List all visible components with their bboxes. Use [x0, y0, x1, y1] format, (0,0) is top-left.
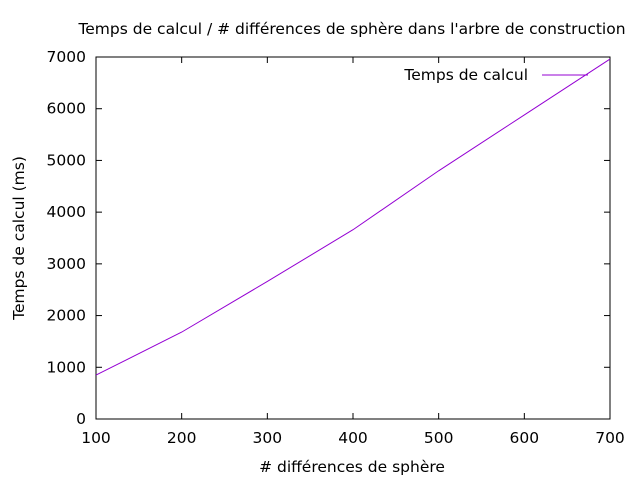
series-line	[95, 58, 611, 376]
x-tick-label: 200	[167, 429, 197, 447]
y-axis-label: Temps de calcul (ms)	[10, 156, 28, 321]
x-tick-label: 500	[424, 429, 454, 447]
chart-title: Temps de calcul / # différences de sphèr…	[77, 20, 625, 38]
x-tick-label: 400	[338, 429, 368, 447]
y-axis-ticks: 0 1000 2000 3000 4000 5000 6000 7000	[47, 48, 610, 428]
y-tick-label: 5000	[47, 151, 86, 169]
legend: Temps de calcul	[403, 66, 588, 84]
x-tick-label: 100	[81, 429, 111, 447]
x-axis-ticks: 100 200 300 400 500 600 700	[81, 57, 625, 447]
x-axis-label: # différences de sphère	[259, 458, 445, 476]
series-layer	[95, 58, 611, 376]
y-tick-label: 1000	[47, 358, 86, 376]
y-tick-label: 4000	[47, 203, 86, 221]
y-tick-label: 6000	[47, 100, 86, 118]
y-tick-label: 2000	[47, 307, 86, 325]
x-tick-label: 700	[595, 429, 625, 447]
y-tick-label: 3000	[47, 255, 86, 273]
x-tick-label: 600	[510, 429, 540, 447]
legend-label: Temps de calcul	[403, 66, 528, 84]
y-tick-label: 7000	[47, 48, 86, 66]
x-tick-label: 300	[253, 429, 283, 447]
plot-frame	[95, 56, 611, 420]
y-tick-label: 0	[76, 410, 86, 428]
